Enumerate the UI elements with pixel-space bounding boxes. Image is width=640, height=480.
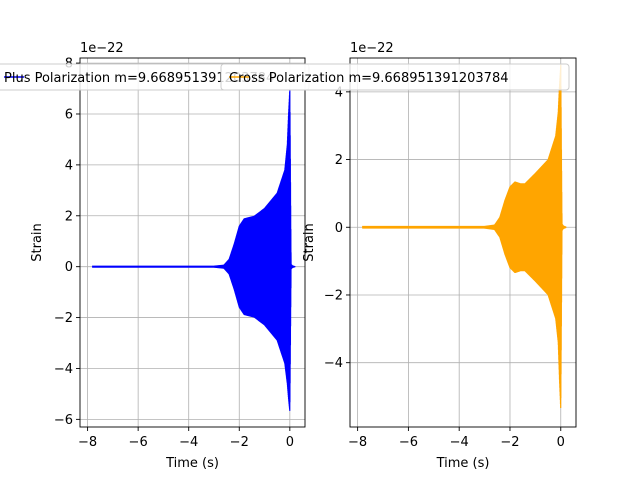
legend-label: Plus Polarization m=9.668951391203784 — [4, 71, 274, 86]
series-line-1 — [92, 88, 296, 411]
y-tick-label: −6 — [54, 413, 73, 428]
x-axis-label: Time (s) — [165, 456, 219, 471]
x-tick-label: −6 — [129, 435, 148, 450]
x-tick-label: −2 — [500, 435, 519, 450]
x-tick-label: −8 — [78, 435, 97, 450]
legend: Cross Polarization m=9.668951391203784 — [220, 63, 570, 91]
y-tick-label: 2 — [65, 209, 73, 224]
axes-frame — [349, 57, 577, 428]
series-line-1 — [362, 64, 567, 409]
y-tick-label: −4 — [54, 362, 73, 377]
y-axis-label: Strain — [30, 223, 45, 262]
subplot-2: −8 −6 −4 −2 0 −4 −2 0 2 4 Time (s) Strain 1e−22 — [302, 41, 577, 471]
y-tick-label: −2 — [54, 311, 73, 326]
legend-layer: Plus Polarization m=9.668951391203784Cro… — [0, 63, 570, 91]
y-axis-label: Strain — [302, 223, 317, 262]
y-tick-label: 6 — [65, 107, 73, 122]
x-axis-label: Time (s) — [436, 456, 490, 471]
x-tick-label: 0 — [557, 435, 565, 450]
x-tick-label: 0 — [286, 435, 294, 450]
y-tick-label: 4 — [65, 158, 73, 173]
y-tick-label: 0 — [65, 260, 73, 275]
y-tick-label: −2 — [324, 288, 343, 303]
x-tick-label: −4 — [450, 435, 469, 450]
x-tick-label: −4 — [179, 435, 198, 450]
y-tick-label: 2 — [335, 153, 343, 168]
x-tick-label: −8 — [348, 435, 367, 450]
legend-label: Cross Polarization m=9.668951391203784 — [229, 71, 508, 86]
y-tick-label: −4 — [324, 356, 343, 371]
y-tick-label: 4 — [335, 85, 343, 100]
legend-box — [220, 63, 570, 91]
offset-text: 1e−22 — [350, 41, 394, 56]
x-tick-label: −2 — [230, 435, 249, 450]
x-tick-label: −6 — [399, 435, 418, 450]
y-tick-label: 0 — [335, 221, 343, 236]
axes-frame — [79, 57, 306, 428]
offset-text: 1e−22 — [80, 41, 124, 56]
